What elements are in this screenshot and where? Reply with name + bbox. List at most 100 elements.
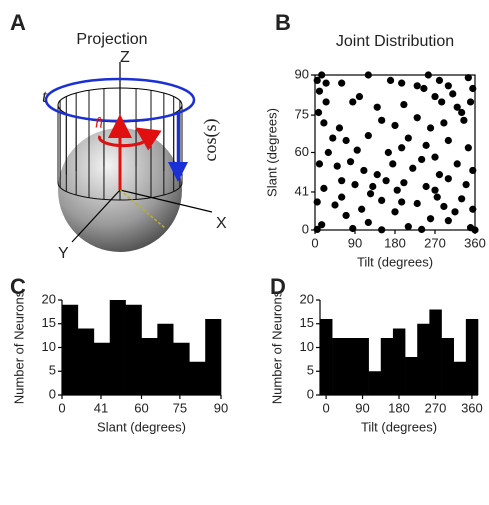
y-axis-label: Number of Neurons: [11, 290, 26, 404]
point: [460, 116, 468, 124]
point: [320, 184, 328, 192]
hist-bar: [453, 361, 467, 395]
x-tick-label: 90: [355, 400, 369, 415]
point: [322, 79, 330, 87]
point: [462, 181, 470, 189]
x-axis-label: Tilt (degrees): [357, 254, 433, 269]
x-tick-label: 90: [348, 235, 362, 250]
y-tick-label: 20: [42, 291, 56, 306]
point: [378, 196, 386, 204]
point: [466, 98, 475, 106]
point: [444, 82, 452, 90]
x-tick-label: 360: [461, 400, 483, 415]
y-tick-label: 10: [300, 339, 314, 354]
point: [420, 84, 428, 93]
point: [378, 116, 386, 124]
hist-bar: [441, 338, 454, 395]
point: [400, 179, 408, 187]
x-tick-label: 180: [388, 400, 410, 415]
projection-diagram: A Projection Z X Y t n̂ cos(s): [10, 10, 227, 262]
point: [366, 190, 375, 198]
point: [386, 76, 395, 85]
x-tick-label: 360: [464, 235, 486, 250]
x-tick-label: 75: [173, 400, 187, 415]
point: [444, 175, 452, 183]
point: [338, 177, 346, 185]
point: [329, 134, 337, 142]
point: [391, 121, 399, 130]
cylinder-bottom: [57, 182, 183, 201]
x-tick-label: 90: [214, 400, 228, 415]
x-tick-label: 0: [311, 235, 318, 250]
point: [440, 119, 448, 127]
point: [382, 177, 390, 185]
point: [431, 92, 439, 101]
hist-bar: [125, 304, 142, 395]
point: [418, 155, 426, 164]
axis-lines: [319, 300, 478, 396]
point: [315, 87, 324, 95]
scatter-chart: B Joint Distribution Tilt (degrees) Slant (…: [264, 10, 485, 270]
point: [364, 131, 372, 140]
point: [435, 171, 444, 179]
point: [458, 195, 466, 203]
point: [346, 158, 355, 166]
hist-bar: [205, 319, 222, 395]
point: [453, 103, 461, 111]
y-tick-label: 90: [295, 66, 309, 81]
cylinder: [57, 88, 183, 201]
point: [431, 186, 439, 194]
point: [440, 202, 448, 211]
point: [358, 205, 366, 213]
x-tick-label: 0: [58, 400, 65, 415]
hist-bar: [77, 328, 95, 395]
tilt-label: t: [42, 86, 48, 106]
x-axis: [119, 189, 213, 213]
x-tick-label: 180: [384, 235, 406, 250]
x-axis-label: Tilt (degrees): [361, 419, 437, 434]
hist-bar: [344, 338, 357, 395]
point: [373, 171, 381, 179]
point: [315, 160, 324, 168]
hist-bar: [368, 371, 382, 395]
point: [458, 108, 466, 117]
point: [413, 82, 421, 90]
x-tick-label: 0: [322, 400, 329, 415]
point: [435, 76, 444, 85]
y-tick-label: 5: [307, 363, 314, 378]
panel-letter: D: [270, 274, 286, 299]
y-tick-label: 10: [42, 339, 56, 354]
point: [338, 193, 346, 201]
y-tick-label: 20: [300, 291, 314, 306]
point: [422, 182, 430, 191]
hist-bar: [93, 342, 111, 395]
x-axis-label: Slant (degrees): [97, 419, 186, 434]
x-tick-label: 41: [94, 400, 108, 415]
point: [409, 164, 417, 172]
y-tick-label: 60: [295, 144, 309, 159]
hist-bar: [405, 357, 418, 395]
point: [404, 223, 412, 231]
y-tick-label: 0: [307, 386, 314, 401]
point: [398, 198, 406, 206]
point: [451, 208, 459, 216]
point: [464, 144, 472, 152]
point: [384, 148, 392, 157]
point: [444, 217, 452, 225]
point: [353, 146, 361, 154]
hist-bar: [320, 319, 333, 395]
hist-bar: [141, 338, 158, 395]
axis-label: Z: [120, 49, 130, 66]
point: [453, 160, 461, 168]
y-axis-label: Slant (degrees): [264, 108, 279, 197]
point: [426, 124, 435, 132]
point: [355, 92, 364, 101]
point: [322, 98, 330, 106]
hist-bar: [189, 361, 206, 395]
panel-letter: C: [10, 274, 26, 299]
y-tick-label: 0: [49, 386, 56, 401]
point: [314, 108, 323, 117]
hist-bar: [173, 342, 190, 395]
x-tick-label: 270: [425, 400, 447, 415]
